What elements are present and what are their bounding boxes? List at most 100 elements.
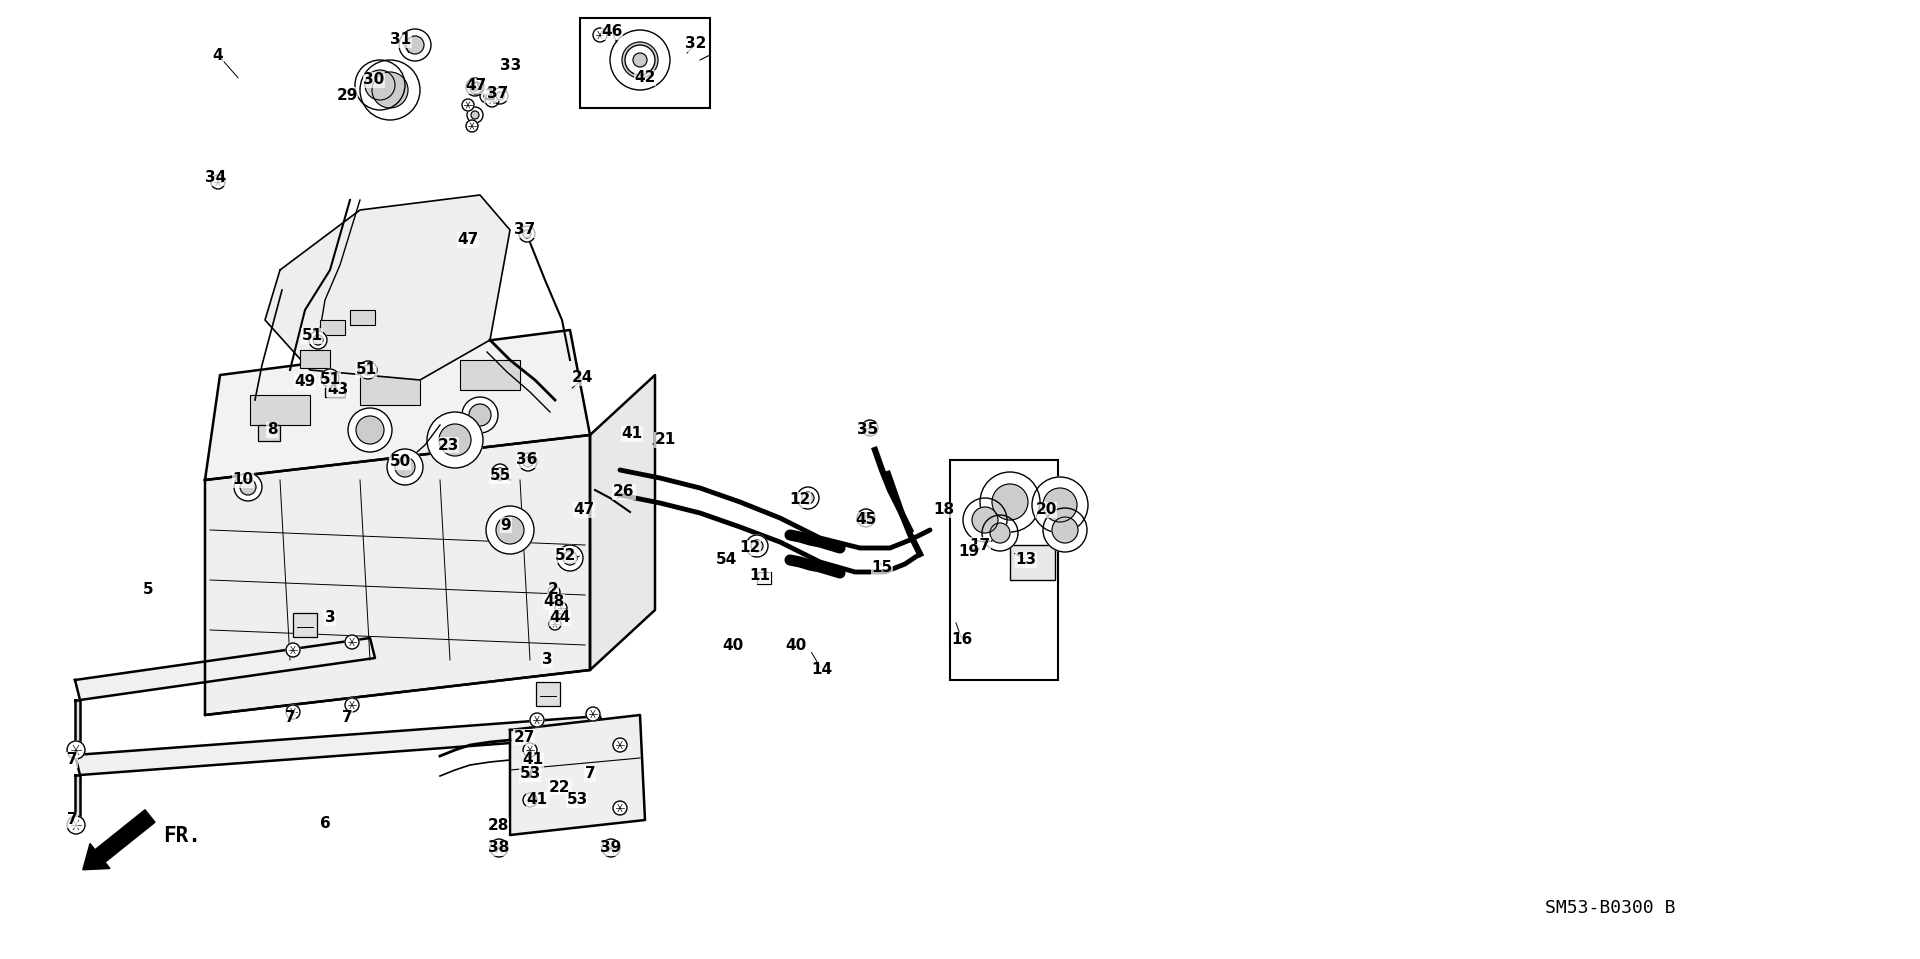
Circle shape bbox=[993, 484, 1027, 520]
Circle shape bbox=[495, 468, 503, 476]
Text: 31: 31 bbox=[390, 33, 411, 48]
Bar bbox=[257, 425, 280, 441]
Circle shape bbox=[522, 743, 538, 757]
Circle shape bbox=[321, 369, 340, 387]
Bar bbox=[300, 350, 330, 368]
Circle shape bbox=[324, 373, 334, 383]
Circle shape bbox=[593, 28, 607, 42]
Text: 49: 49 bbox=[294, 375, 315, 389]
Circle shape bbox=[803, 492, 814, 504]
Text: 52: 52 bbox=[555, 548, 576, 563]
Circle shape bbox=[549, 618, 561, 630]
Circle shape bbox=[486, 93, 499, 107]
Circle shape bbox=[470, 83, 478, 91]
Text: 48: 48 bbox=[543, 595, 564, 610]
Circle shape bbox=[603, 839, 620, 857]
Text: 41: 41 bbox=[622, 427, 643, 441]
Text: 14: 14 bbox=[812, 663, 833, 677]
Text: 34: 34 bbox=[205, 171, 227, 185]
Circle shape bbox=[346, 635, 359, 649]
Text: 53: 53 bbox=[520, 766, 541, 782]
Circle shape bbox=[467, 120, 478, 132]
Bar bbox=[324, 383, 346, 397]
Text: 36: 36 bbox=[516, 453, 538, 467]
Circle shape bbox=[426, 412, 484, 468]
Circle shape bbox=[518, 226, 536, 242]
Circle shape bbox=[388, 449, 422, 485]
Text: 41: 41 bbox=[522, 753, 543, 767]
Polygon shape bbox=[205, 435, 589, 715]
Text: 7: 7 bbox=[67, 812, 77, 828]
Circle shape bbox=[346, 698, 359, 712]
Text: 7: 7 bbox=[524, 766, 536, 782]
FancyArrow shape bbox=[83, 809, 156, 870]
Text: SM53-B0300 B: SM53-B0300 B bbox=[1546, 899, 1676, 917]
Circle shape bbox=[463, 397, 497, 433]
Circle shape bbox=[862, 420, 877, 436]
Text: 40: 40 bbox=[785, 639, 806, 653]
Text: 53: 53 bbox=[566, 792, 588, 807]
Polygon shape bbox=[75, 775, 81, 825]
Circle shape bbox=[547, 586, 561, 598]
Circle shape bbox=[991, 523, 1010, 543]
Circle shape bbox=[981, 515, 1018, 551]
Circle shape bbox=[612, 801, 628, 815]
Text: 47: 47 bbox=[574, 503, 595, 518]
Circle shape bbox=[286, 643, 300, 657]
Text: 18: 18 bbox=[933, 503, 954, 518]
Circle shape bbox=[486, 506, 534, 554]
Circle shape bbox=[286, 705, 300, 719]
Text: 4: 4 bbox=[213, 48, 223, 62]
Text: 30: 30 bbox=[363, 73, 384, 87]
Text: 44: 44 bbox=[549, 611, 570, 625]
Circle shape bbox=[240, 479, 255, 495]
Circle shape bbox=[518, 453, 538, 471]
Text: 33: 33 bbox=[501, 58, 522, 74]
Circle shape bbox=[67, 816, 84, 834]
Circle shape bbox=[797, 487, 820, 509]
Circle shape bbox=[440, 424, 470, 456]
Text: 20: 20 bbox=[1035, 503, 1056, 518]
Text: 17: 17 bbox=[970, 537, 991, 552]
Circle shape bbox=[622, 42, 659, 78]
Polygon shape bbox=[265, 195, 511, 380]
Bar bbox=[349, 310, 374, 325]
Text: 29: 29 bbox=[336, 87, 357, 103]
Bar bbox=[294, 613, 317, 637]
Text: 38: 38 bbox=[488, 840, 509, 855]
Circle shape bbox=[856, 509, 876, 527]
Circle shape bbox=[634, 53, 647, 67]
Text: 9: 9 bbox=[501, 518, 511, 532]
Text: 47: 47 bbox=[465, 79, 486, 93]
Circle shape bbox=[530, 713, 543, 727]
Polygon shape bbox=[205, 330, 589, 480]
Circle shape bbox=[522, 230, 532, 238]
Text: 6: 6 bbox=[319, 815, 330, 830]
Text: 7: 7 bbox=[67, 753, 77, 767]
Circle shape bbox=[747, 535, 768, 557]
Circle shape bbox=[67, 741, 84, 759]
Text: 35: 35 bbox=[858, 423, 879, 437]
Bar bbox=[756, 572, 772, 584]
Circle shape bbox=[363, 365, 372, 375]
Circle shape bbox=[484, 93, 490, 99]
Circle shape bbox=[467, 107, 484, 123]
Circle shape bbox=[1043, 488, 1077, 522]
Bar bbox=[250, 395, 309, 425]
Text: 13: 13 bbox=[1016, 552, 1037, 568]
Circle shape bbox=[492, 88, 509, 104]
Circle shape bbox=[1052, 517, 1077, 543]
Circle shape bbox=[359, 361, 376, 379]
Circle shape bbox=[555, 602, 566, 614]
Text: 7: 7 bbox=[586, 766, 595, 782]
Text: 22: 22 bbox=[549, 780, 570, 794]
Text: 27: 27 bbox=[513, 730, 534, 744]
Circle shape bbox=[586, 707, 599, 721]
Text: 51: 51 bbox=[355, 363, 376, 378]
Text: 11: 11 bbox=[749, 569, 770, 583]
Circle shape bbox=[405, 36, 424, 54]
Circle shape bbox=[1043, 508, 1087, 552]
Circle shape bbox=[563, 551, 578, 565]
Text: 37: 37 bbox=[488, 85, 509, 101]
Text: 41: 41 bbox=[526, 792, 547, 807]
